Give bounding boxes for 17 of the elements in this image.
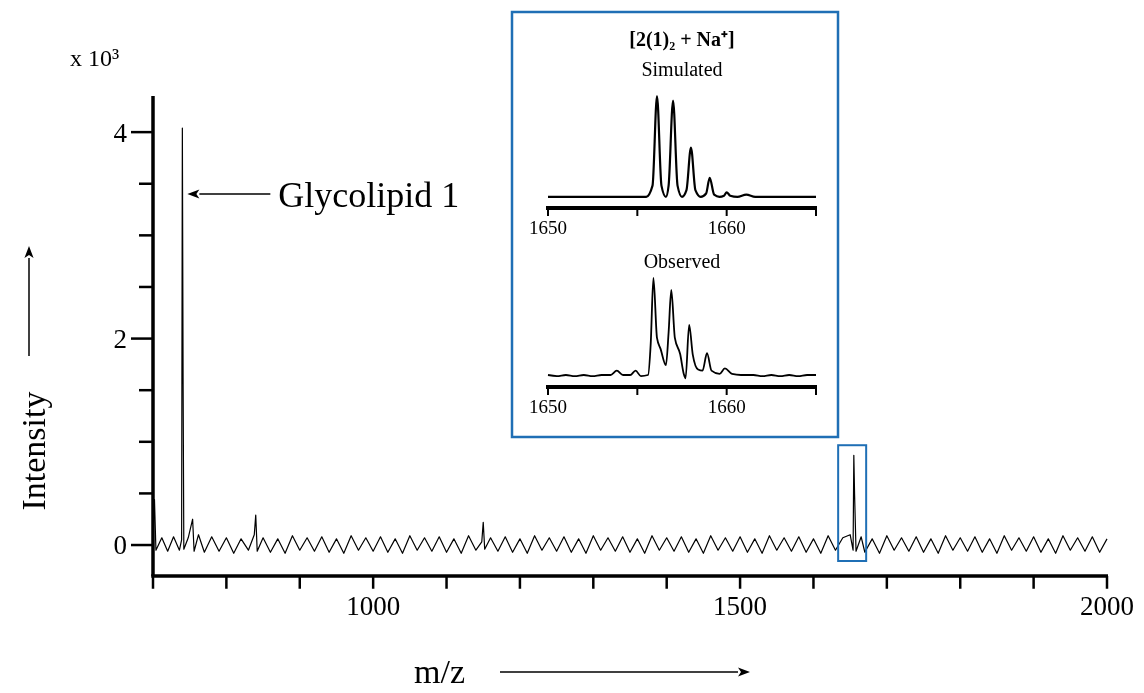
y-axis-title: Intensity <box>15 391 52 511</box>
x-tick-label: 1500 <box>713 591 768 622</box>
x-axis-title: m/z <box>414 653 465 690</box>
chart-subtitle: Simulated <box>641 58 723 80</box>
x-tick-label: 1650 <box>529 216 567 238</box>
text: x 10³ <box>70 45 120 71</box>
y-tick-label: 0 <box>113 530 127 561</box>
x-tick-label: 1660 <box>707 216 746 238</box>
x-tick-label: 1000 <box>346 591 401 622</box>
x-tick-label: 1650 <box>529 395 567 417</box>
y-tick-label: 2 <box>113 324 127 355</box>
chart-title: Observed <box>643 250 721 272</box>
chart-title: [2(1)₂ + Na⁺] <box>629 28 735 51</box>
y-tick-label: 4 <box>113 117 128 148</box>
annotation: Glycolipid 1 <box>278 174 460 215</box>
x-tick-label: 2000 <box>1080 591 1134 622</box>
x-tick-label: 1660 <box>707 395 746 417</box>
